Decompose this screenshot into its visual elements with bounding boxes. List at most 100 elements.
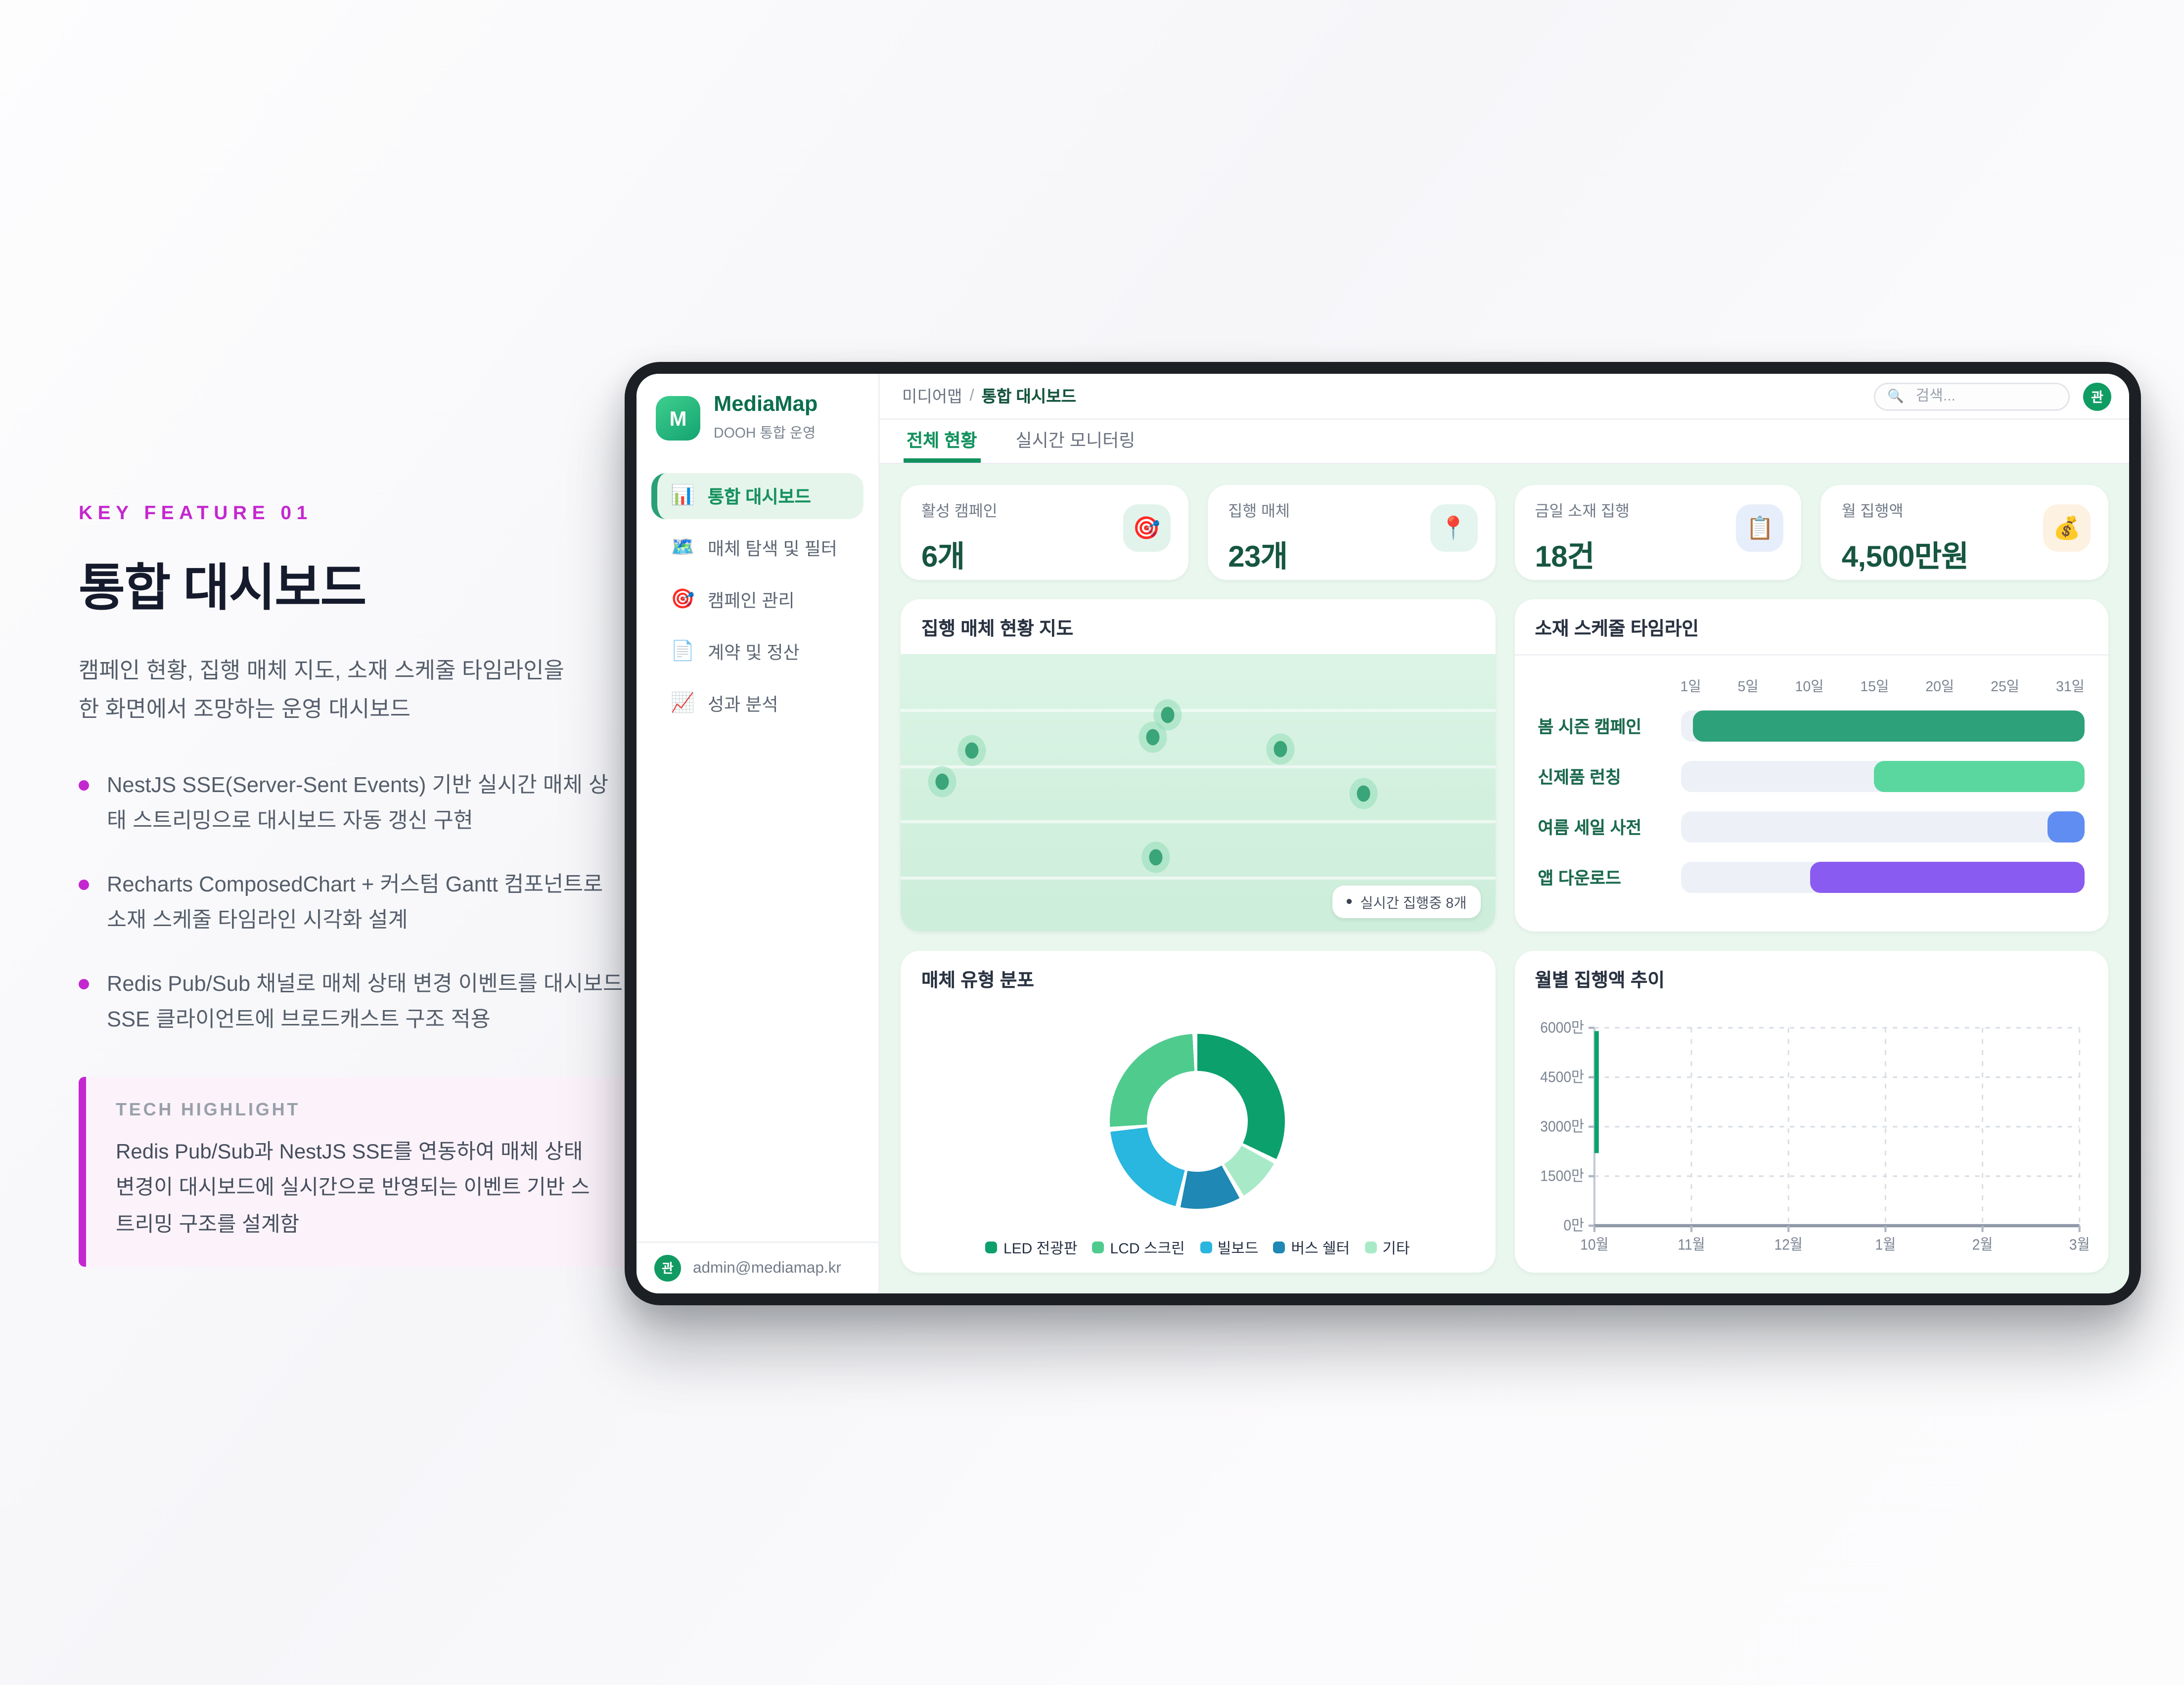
- gantt-tick-label: 10일: [1795, 679, 1824, 696]
- axis-tick-label: 11월: [1677, 1236, 1704, 1253]
- world-map-icon: 🗺️: [671, 536, 695, 559]
- feature-eyebrow: KEY FEATURE 01: [79, 501, 313, 524]
- legend-item: LCD 스크린: [1092, 1236, 1185, 1258]
- gantt-row: 신제품 런칭: [1538, 761, 2085, 792]
- media-location-dot[interactable]: [1161, 707, 1175, 723]
- stat-value: 4,500만원: [1841, 541, 1969, 574]
- axis-tick-label: 0만: [1563, 1217, 1584, 1234]
- feature-panel: KEY FEATURE 01 통합 대시보드 캠페인 현황, 집행 매체 지도,…: [79, 501, 642, 1268]
- tech-highlight-text: Redis Pub/Sub과 NestJS SSE를 연동하여 매체 상태 변경…: [116, 1139, 590, 1236]
- search-icon: 🔍: [1887, 388, 1904, 403]
- gantt-tick-label: 31일: [2055, 679, 2085, 696]
- legend-item: LED 전광판: [985, 1236, 1078, 1258]
- breadcrumb-parent[interactable]: 미디어맵: [902, 389, 962, 406]
- legend-item: 버스 쉘터: [1273, 1236, 1350, 1258]
- chart-up-icon: 📈: [671, 692, 695, 714]
- media-map[interactable]: ● 실시간 집행중 8개: [901, 654, 1495, 931]
- brand: M MediaMap DOOH 통합 운영: [637, 374, 878, 461]
- breadcrumb-separator: /: [969, 387, 974, 405]
- status-dot-icon: ●: [1345, 894, 1353, 908]
- realtime-badge: ● 실시간 집행중 8개: [1332, 886, 1480, 918]
- axis-tick-label: 4500만: [1540, 1068, 1584, 1085]
- gantt-chart: 1일 5일 10일 15일 20일 25일 31일 봄 시즌 캠페인 신제품 런칭 여름 세일 …: [1514, 656, 2109, 931]
- clipboard-icon: 📋: [1736, 504, 1784, 552]
- bar-chart-icon: 📊: [671, 484, 695, 507]
- stat-card: 집행 매체 23개 📍: [1207, 485, 1495, 580]
- gantt-tick-label: 15일: [1860, 679, 1889, 696]
- legend-label: LED 전광판: [1003, 1242, 1078, 1258]
- gantt-row: 앱 다운로드: [1538, 862, 2085, 893]
- axis-tick-label: 3000만: [1540, 1118, 1584, 1135]
- gantt-row: 여름 세일 사전: [1538, 811, 2085, 842]
- timeline-card-title: 소재 스케줄 타임라인: [1514, 599, 2108, 656]
- media-location-dot[interactable]: [1146, 729, 1160, 746]
- topbar-actions: 🔍 관: [1874, 382, 2111, 410]
- realtime-badge-label: 실시간 집행중 8개: [1360, 896, 1467, 912]
- legend-swatch-icon: [1365, 1241, 1377, 1253]
- gantt-bar[interactable]: [1692, 710, 2085, 742]
- monthly-spend-card: 월별 집행액 추이 6000만 4500만 3000만 1500만 0만 10월 11월 12…: [1514, 951, 2109, 1273]
- middle-row: 집행 매체 현황 지도 ● 실시간 집행중 8개 소재 스케줄 타임라인: [901, 599, 2108, 931]
- user-avatar[interactable]: 관: [2083, 382, 2111, 410]
- bottom-row: 매체 유형 분포 LED 전광판 LCD 스크린 빌보드 버스 쉘터 기타 월별 집행액…: [901, 951, 2108, 1273]
- gantt-bar[interactable]: [1874, 761, 2085, 792]
- sidebar-item-bar-chart[interactable]: 📊 통합 대시보드: [651, 473, 864, 519]
- gantt-bar[interactable]: [1810, 862, 2085, 893]
- stat-label: 금일 소재 집행: [1535, 503, 1630, 521]
- gantt-row: 봄 시즌 캠페인: [1538, 710, 2085, 742]
- axis-tick-label: 1500만: [1540, 1168, 1584, 1185]
- sidebar-item-label: 매체 탐색 및 필터: [708, 538, 837, 559]
- sidebar-item-label: 계약 및 정산: [708, 642, 800, 663]
- media-location-dot[interactable]: [935, 773, 949, 790]
- sidebar-item-world-map[interactable]: 🗺️ 매체 탐색 및 필터: [651, 525, 864, 571]
- sidebar-item-document[interactable]: 📄 계약 및 정산: [651, 629, 864, 675]
- tab-monitoring[interactable]: 실시간 모니터링: [1015, 429, 1136, 450]
- media-location-dot[interactable]: [965, 743, 979, 759]
- line-card-title: 월별 집행액 추이: [1535, 970, 1665, 991]
- tech-highlight-label: TECH HIGHLIGHT: [116, 1099, 301, 1120]
- brand-tagline: DOOH 통합 운영: [714, 425, 816, 442]
- media-location-dot[interactable]: [1357, 785, 1371, 801]
- legend-label: 버스 쉘터: [1291, 1242, 1350, 1258]
- gantt-tick-label: 5일: [1737, 679, 1759, 696]
- stat-card: 활성 캠페인 6개 🎯: [901, 485, 1188, 580]
- gantt-tick-label: 25일: [1991, 679, 2020, 696]
- sidebar-item-chart-up[interactable]: 📈 성과 분석: [651, 681, 864, 727]
- search-input[interactable]: [1912, 386, 2056, 406]
- tab-overview[interactable]: 전체 현황: [904, 420, 980, 463]
- axis-tick-label: 1월: [1874, 1236, 1895, 1253]
- legend-item: 기타: [1365, 1236, 1410, 1258]
- footer-avatar[interactable]: 관: [654, 1255, 681, 1282]
- sidebar-nav: 📊 통합 대시보드 🗺️ 매체 탐색 및 필터 🎯 캠페인 관리 📄 계약 및 정산 📈 성과 분…: [637, 467, 878, 733]
- breadcrumb-current: 통합 대시보드: [981, 389, 1076, 406]
- brand-logo-icon: M: [656, 396, 700, 441]
- map-gridline: [901, 765, 1495, 768]
- sidebar: M MediaMap DOOH 통합 운영 📊 통합 대시보드 🗺️ 매체 탐색 및 …: [637, 374, 880, 1293]
- gantt-track: [1680, 710, 2085, 742]
- legend-label: 기타: [1382, 1242, 1410, 1258]
- media-location-dot[interactable]: [1149, 848, 1163, 865]
- legend-swatch-icon: [1199, 1241, 1212, 1253]
- axis-tick-label: 10월: [1580, 1236, 1608, 1253]
- stat-value: 23개: [1228, 541, 1288, 574]
- sidebar-item-target[interactable]: 🎯 캠페인 관리: [651, 577, 864, 623]
- money-bag-icon: 💰: [2043, 504, 2091, 552]
- feature-bullet: NestJS SSE(Server-Sent Events) 기반 실시간 매체…: [79, 768, 642, 839]
- feature-title: 통합 대시보드: [79, 561, 366, 617]
- footer-email: admin@mediamap.kr: [693, 1259, 841, 1277]
- feature-bullet-text: Recharts ComposedChart + 커스텀 Gantt 컴포넌트로…: [107, 873, 603, 933]
- axis-tick-label: 12월: [1774, 1236, 1802, 1253]
- pin-icon: 📍: [1429, 504, 1477, 552]
- gantt-tick-label: 20일: [1925, 679, 1955, 696]
- line-chart-area: 6000만 4500만 3000만 1500만 0만 10월 11월 12월 1월 2월 3월: [1514, 1006, 2109, 1273]
- donut-card-title: 매체 유형 분포: [921, 970, 1034, 991]
- gantt-bar[interactable]: [2048, 811, 2085, 842]
- legend-label: LCD 스크린: [1110, 1242, 1185, 1258]
- dashboard-content: 활성 캠페인 6개 🎯 집행 매체 23개 📍 금일 소재 집행 18건 📋 월 집행액 4,500…: [880, 464, 2129, 1293]
- feature-bullet-text: NestJS SSE(Server-Sent Events) 기반 실시간 매체…: [107, 773, 608, 833]
- map-gridline: [901, 820, 1495, 824]
- media-location-dot[interactable]: [1274, 740, 1288, 757]
- bullet-dot-icon: [79, 779, 89, 790]
- search-box[interactable]: 🔍: [1874, 382, 2070, 410]
